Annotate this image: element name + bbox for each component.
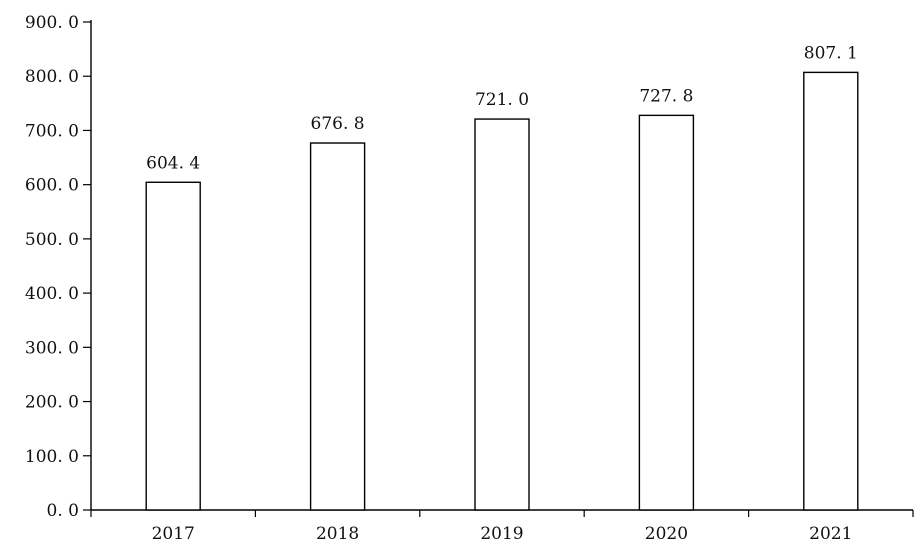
y-tick-label: 500. 0	[25, 230, 79, 250]
x-tick-label-2019: 2019	[480, 524, 523, 544]
data-label-2020: 727. 8	[639, 86, 693, 106]
bar-2017	[145, 181, 201, 511]
x-tick-label-2017: 2017	[152, 524, 195, 544]
data-label-2018: 676. 8	[311, 114, 365, 134]
data-label-2021: 807. 1	[804, 43, 858, 63]
y-tick-label: 800. 0	[25, 67, 79, 87]
y-tick-label: 400. 0	[25, 284, 79, 304]
y-tick-label: 700. 0	[25, 121, 79, 141]
x-tick-label-2021: 2021	[809, 524, 852, 544]
bar-2018	[309, 142, 366, 511]
x-tick-label-2018: 2018	[316, 524, 359, 544]
y-tick-label: 100. 0	[25, 447, 79, 467]
y-tick-label: 600. 0	[25, 176, 79, 196]
data-label-2017: 604. 4	[146, 153, 200, 173]
y-tick-label: 200. 0	[25, 393, 79, 413]
y-tick-label: 900. 0	[25, 13, 79, 33]
bar-2019	[474, 118, 530, 511]
bar-2021	[803, 71, 859, 511]
y-tick-label: 300. 0	[25, 338, 79, 358]
data-label-2019: 721. 0	[475, 90, 529, 110]
y-tick-label: 0. 0	[47, 501, 79, 521]
bar-2020	[638, 114, 695, 511]
x-tick-label-2020: 2020	[645, 524, 688, 544]
